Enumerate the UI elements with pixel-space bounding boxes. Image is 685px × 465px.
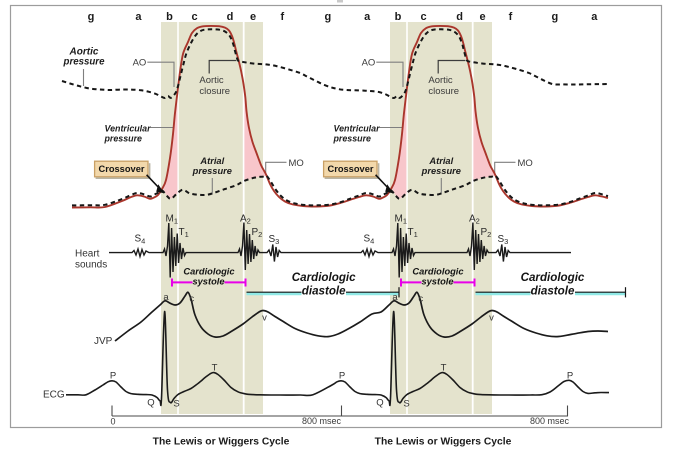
svg-text:diastole: diastole xyxy=(531,284,575,297)
svg-text:closure: closure xyxy=(428,86,459,97)
svg-text:Cardiologic: Cardiologic xyxy=(292,271,356,284)
svg-text:a: a xyxy=(163,292,169,303)
svg-text:a: a xyxy=(392,292,398,303)
svg-text:S: S xyxy=(173,399,179,410)
svg-text:pressure: pressure xyxy=(104,133,143,143)
svg-text:AO: AO xyxy=(362,58,376,69)
svg-text:Aortic: Aortic xyxy=(69,47,99,58)
svg-text:P: P xyxy=(339,371,345,382)
svg-text:S3: S3 xyxy=(269,234,280,246)
svg-text:a: a xyxy=(135,11,142,23)
svg-text:M1: M1 xyxy=(166,214,179,226)
svg-text:Q: Q xyxy=(376,398,383,409)
svg-text:c: c xyxy=(189,294,194,305)
svg-text:Cardiologic: Cardiologic xyxy=(412,266,464,276)
svg-text:Crossover: Crossover xyxy=(328,164,374,174)
svg-text:Cardiologic: Cardiologic xyxy=(183,266,235,276)
svg-text:sounds: sounds xyxy=(75,260,107,271)
svg-text:systole: systole xyxy=(421,276,453,286)
svg-text:Aortic: Aortic xyxy=(199,75,224,86)
svg-text:T: T xyxy=(441,363,447,374)
svg-text:The Lewis or Wiggers Cycle: The Lewis or Wiggers Cycle xyxy=(375,437,512,448)
svg-text:JVP: JVP xyxy=(94,336,113,347)
svg-text:T1: T1 xyxy=(408,227,418,239)
svg-text:c: c xyxy=(191,11,197,23)
svg-text:b: b xyxy=(166,11,173,23)
svg-text:P: P xyxy=(567,371,573,382)
svg-text:T1: T1 xyxy=(179,227,189,239)
svg-text:e: e xyxy=(479,11,485,23)
svg-text:MO: MO xyxy=(518,158,533,169)
svg-text:M1: M1 xyxy=(395,214,408,226)
svg-text:AO: AO xyxy=(133,58,147,69)
svg-text:Crossover: Crossover xyxy=(99,164,145,174)
svg-text:g: g xyxy=(552,11,559,23)
svg-text:e: e xyxy=(250,11,256,23)
svg-text:f: f xyxy=(280,11,284,23)
svg-text:Q: Q xyxy=(147,398,154,409)
svg-text:A2: A2 xyxy=(469,214,480,226)
svg-text:a: a xyxy=(364,11,371,23)
svg-text:v: v xyxy=(489,313,494,324)
svg-text:ECG: ECG xyxy=(43,390,65,401)
svg-text:a: a xyxy=(591,11,598,23)
svg-text:P2: P2 xyxy=(252,227,263,239)
svg-text:S3: S3 xyxy=(498,234,509,246)
svg-text:P2: P2 xyxy=(481,227,492,239)
svg-text:Atrial: Atrial xyxy=(428,156,453,166)
svg-text:The Lewis or Wiggers Cycle: The Lewis or Wiggers Cycle xyxy=(153,437,290,448)
svg-text:g: g xyxy=(325,11,332,23)
svg-text:Ventricular: Ventricular xyxy=(105,123,152,133)
svg-text:b: b xyxy=(395,11,402,23)
svg-text:pressure: pressure xyxy=(421,166,461,176)
svg-text:S4: S4 xyxy=(135,234,146,246)
svg-text:pressure: pressure xyxy=(333,133,372,143)
svg-text:A2: A2 xyxy=(240,214,251,226)
svg-text:T: T xyxy=(212,363,218,374)
svg-text:S4: S4 xyxy=(364,234,375,246)
svg-text:S: S xyxy=(403,399,409,410)
svg-text:pressure: pressure xyxy=(192,166,232,176)
svg-text:v: v xyxy=(262,313,267,324)
svg-text:f: f xyxy=(509,11,513,23)
svg-text:Atrial: Atrial xyxy=(199,156,224,166)
svg-text:closure: closure xyxy=(199,86,230,97)
svg-text:c: c xyxy=(418,294,423,305)
svg-text:800 msec: 800 msec xyxy=(530,416,570,426)
svg-text:0: 0 xyxy=(111,417,116,427)
svg-text:d: d xyxy=(227,11,234,23)
svg-text:g: g xyxy=(88,11,95,23)
svg-text:d: d xyxy=(456,11,463,23)
svg-text:P: P xyxy=(110,371,116,382)
svg-text:Ventricular: Ventricular xyxy=(334,123,381,133)
svg-text:Heart: Heart xyxy=(75,249,100,260)
svg-text:pressure: pressure xyxy=(63,57,106,68)
svg-text:c: c xyxy=(420,11,426,23)
svg-text:800 msec: 800 msec xyxy=(302,416,342,426)
svg-text:MO: MO xyxy=(289,158,304,169)
svg-text:Cardiologic: Cardiologic xyxy=(521,271,585,284)
svg-text:diastole: diastole xyxy=(302,284,346,297)
svg-text:systole: systole xyxy=(192,276,224,286)
svg-text:Aortic: Aortic xyxy=(428,75,453,86)
